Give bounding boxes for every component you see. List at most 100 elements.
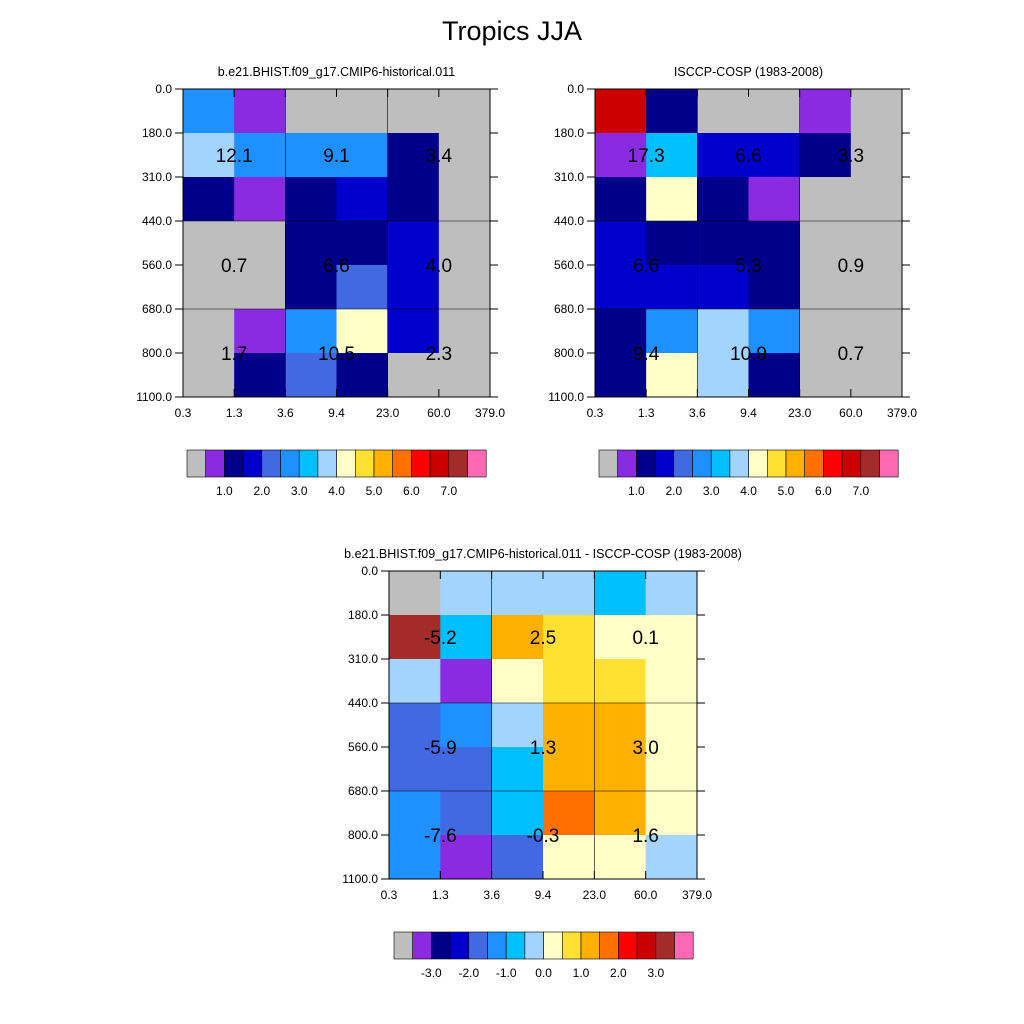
- heatmap-cell: [285, 177, 337, 222]
- heatmap-cell: [748, 133, 801, 178]
- x-tick-label: 3.6: [483, 888, 500, 902]
- cell-value-label: 6.6: [323, 256, 349, 277]
- heatmap-cell: [491, 747, 544, 792]
- heatmap-cell: [438, 177, 491, 222]
- heatmap-cell: [285, 353, 337, 398]
- colorbar-swatch: [242, 449, 263, 478]
- heatmap-cell: [387, 265, 440, 310]
- colorbar-tick-label: 2.0: [253, 484, 270, 498]
- heatmap-cell: [799, 309, 852, 354]
- colorbar-swatch: [487, 931, 507, 960]
- heatmap-cell: [183, 89, 235, 134]
- y-tick-label: 680.0: [142, 302, 172, 316]
- cell-value-label: 17.3: [628, 146, 665, 167]
- heatmap-cell: [799, 177, 852, 222]
- colorbar-swatch: [336, 449, 356, 478]
- colorbar-swatch: [692, 449, 712, 478]
- heatmap-cell: [543, 791, 595, 836]
- heatmap-cell: [336, 133, 389, 178]
- y-tick-label: 560.0: [554, 258, 584, 272]
- colorbar-swatch: [674, 931, 694, 960]
- colorbar-swatch: [561, 931, 582, 960]
- x-tick-label: 23.0: [583, 888, 607, 902]
- y-tick-label: 440.0: [142, 214, 172, 228]
- cell-value-label: 1.7: [221, 344, 247, 365]
- heatmap-cell: [646, 177, 698, 222]
- y-tick-label: 0.0: [567, 82, 584, 96]
- heatmap-cell: [438, 89, 491, 134]
- heatmap-cell: [387, 133, 440, 178]
- heatmap-cell: [285, 89, 337, 134]
- heatmap-cell: [799, 221, 852, 266]
- y-tick-label: 0.0: [155, 82, 172, 96]
- cell-value-label: 12.1: [216, 146, 253, 167]
- colorbar-tick-label: 0.0: [535, 966, 552, 980]
- colorbar-swatch: [860, 449, 880, 478]
- heatmap-cell: [389, 659, 441, 704]
- x-tick-label: 23.0: [788, 406, 812, 420]
- heatmap-cell: [645, 791, 698, 836]
- colorbar-swatch: [654, 449, 675, 478]
- cell-value-label: 3.3: [838, 146, 864, 167]
- heatmap-cell: [697, 309, 749, 354]
- cell-value-label: 1.3: [530, 738, 556, 759]
- heatmap-cell: [799, 265, 852, 310]
- x-tick-label: 0.3: [175, 406, 192, 420]
- colorbar-swatch: [543, 931, 563, 960]
- colorbar-swatch: [617, 449, 637, 478]
- cell-value-label: 5.3: [735, 256, 761, 277]
- colorbar-swatch: [467, 449, 487, 478]
- heatmap-cell: [697, 89, 749, 134]
- heatmap-cell: [234, 309, 286, 354]
- heatmap-cell: [697, 177, 749, 222]
- y-tick-label: 0.0: [361, 564, 378, 578]
- colorbar-swatch: [879, 449, 899, 478]
- colorbar-swatch: [186, 449, 207, 478]
- heatmap-cell: [491, 615, 544, 660]
- heatmap-cell: [595, 89, 647, 134]
- heatmap-cell: [850, 265, 903, 310]
- heatmap-cell: [387, 177, 440, 222]
- heatmap-cell: [748, 177, 801, 222]
- y-tick-label: 1100.0: [342, 872, 378, 886]
- heatmap-cell: [234, 265, 286, 310]
- x-tick-label: 379.0: [887, 406, 917, 420]
- heatmap-cell: [183, 133, 235, 178]
- colorbar-tick-label: 4.0: [328, 484, 345, 498]
- heatmap-cell: [799, 133, 852, 178]
- heatmap-cell: [646, 265, 698, 310]
- heatmap-cell: [336, 265, 389, 310]
- x-tick-label: 23.0: [376, 406, 400, 420]
- heatmap-cell: [645, 571, 698, 616]
- y-tick-label: 310.0: [142, 170, 172, 184]
- colorbar-swatch: [411, 449, 431, 478]
- heatmap-cell: [646, 133, 698, 178]
- cell-value-label: 4.0: [426, 256, 452, 277]
- heatmap-cell: [645, 703, 698, 748]
- heatmap-cell: [285, 221, 337, 266]
- colorbar-swatch: [823, 449, 843, 478]
- cell-value-label: -5.9: [424, 738, 457, 759]
- x-tick-label: 9.4: [740, 406, 757, 420]
- x-tick-label: 9.4: [328, 406, 345, 420]
- colorbar-swatch: [636, 449, 656, 478]
- colorbar-swatch: [505, 931, 526, 960]
- y-tick-label: 1100.0: [136, 390, 172, 404]
- cell-value-label: 1.6: [632, 826, 658, 847]
- cell-value-label: 0.9: [838, 256, 864, 277]
- heatmap-cell: [491, 791, 544, 836]
- cell-value-label: 10.5: [318, 344, 355, 365]
- colorbar-tick-label: 1.0: [216, 484, 233, 498]
- colorbar-tick-label: 6.0: [815, 484, 832, 498]
- heatmap-cell: [336, 89, 389, 134]
- heatmap-cell: [389, 703, 441, 748]
- colorbar-swatch: [354, 449, 375, 478]
- heatmap-cell: [438, 133, 491, 178]
- heatmap-cell: [183, 177, 235, 222]
- heatmap-cell: [850, 133, 903, 178]
- colorbar-swatch: [729, 449, 749, 478]
- cell-value-label: 2.5: [530, 628, 556, 649]
- heatmap-cell: [748, 221, 801, 266]
- heatmap-cell: [594, 571, 647, 616]
- cell-value-label: 0.1: [632, 628, 658, 649]
